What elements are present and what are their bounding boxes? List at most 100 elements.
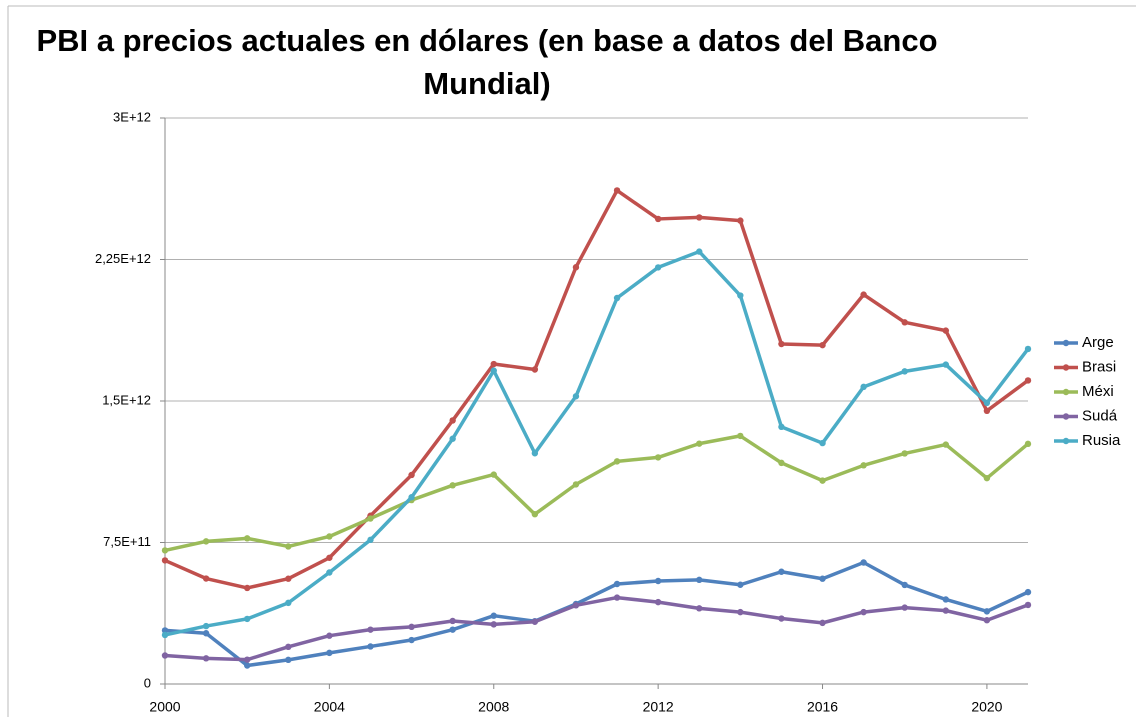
point: [367, 536, 374, 544]
point: [326, 649, 333, 657]
point: [983, 608, 991, 615]
point: [326, 554, 333, 561]
point: [326, 533, 333, 540]
point: [1024, 345, 1032, 353]
series-line: [164, 434, 1030, 553]
point: [942, 607, 950, 614]
point: [696, 576, 703, 584]
point: [285, 643, 292, 651]
x-tick-label: 2012: [643, 699, 674, 715]
point: [860, 462, 867, 469]
point: [243, 535, 251, 542]
point: [367, 515, 374, 522]
point: [901, 604, 908, 611]
point: [983, 399, 991, 407]
series-line: [164, 560, 1029, 668]
point: [696, 605, 703, 612]
point: [161, 627, 169, 634]
legend-marker: [1062, 388, 1070, 396]
point: [490, 612, 497, 619]
legend-marker: [1062, 364, 1070, 371]
point: [654, 264, 662, 271]
point: [285, 599, 292, 607]
point: [901, 450, 908, 457]
x-tick-label: 2020: [971, 699, 1002, 715]
chart-title: PBI a precios actuales en dólares (en ba…: [36, 23, 937, 58]
point: [161, 631, 169, 639]
point: [860, 291, 867, 298]
point: [737, 292, 744, 299]
point: [490, 471, 497, 478]
point: [326, 632, 333, 639]
point: [161, 652, 169, 659]
point: [243, 584, 251, 592]
point: [819, 439, 826, 447]
point: [1024, 601, 1032, 609]
point: [1024, 440, 1032, 448]
y-tick-label: 7,5E+11: [103, 534, 151, 549]
x-tick-label: 2004: [314, 699, 345, 715]
point: [983, 407, 991, 415]
point: [161, 557, 169, 564]
chart-title: Mundial): [423, 66, 550, 101]
point: [819, 575, 826, 582]
point: [531, 618, 539, 625]
point: [654, 598, 662, 606]
point: [408, 636, 415, 644]
point: [490, 360, 497, 368]
point: [367, 643, 374, 650]
point: [326, 569, 333, 576]
point: [942, 327, 950, 334]
point: [654, 215, 662, 223]
point: [819, 477, 826, 484]
point: [490, 367, 497, 374]
point: [449, 435, 456, 442]
x-tick-label: 2000: [149, 699, 180, 715]
point: [778, 615, 785, 622]
point: [408, 494, 415, 501]
legend-label: Méxi: [1082, 383, 1114, 400]
series-line: [164, 188, 1030, 590]
y-tick-label: 3E+12: [113, 109, 151, 124]
point: [860, 559, 867, 566]
point: [942, 361, 950, 368]
x-tick-label: 2016: [807, 699, 838, 715]
point: [285, 575, 292, 582]
point: [243, 662, 251, 669]
y-tick-label: 2,25E+12: [95, 251, 151, 266]
point: [696, 440, 703, 447]
point: [778, 459, 785, 467]
point: [983, 474, 991, 482]
point: [942, 441, 950, 448]
point: [613, 594, 621, 601]
point: [367, 626, 374, 633]
point: [654, 454, 662, 461]
series-line: [164, 249, 1030, 637]
point: [1024, 377, 1032, 384]
point: [449, 626, 456, 633]
point: [860, 608, 867, 616]
point: [572, 264, 580, 271]
point: [613, 294, 621, 302]
point: [613, 187, 621, 194]
point: [942, 596, 950, 603]
y-tick-label: 1,5E+12: [102, 392, 151, 407]
point: [778, 568, 785, 575]
legend-label: Rusia: [1082, 432, 1121, 449]
point: [449, 482, 456, 489]
point: [531, 511, 539, 518]
point: [613, 458, 621, 465]
point: [819, 619, 826, 627]
point: [860, 383, 867, 391]
point: [778, 423, 785, 431]
point: [983, 617, 991, 624]
point: [737, 608, 744, 616]
y-tick-label: 0: [144, 675, 151, 690]
point: [202, 630, 210, 637]
point: [202, 622, 210, 630]
point: [408, 471, 415, 479]
point: [531, 366, 539, 373]
point: [819, 341, 826, 349]
point: [1024, 588, 1032, 596]
